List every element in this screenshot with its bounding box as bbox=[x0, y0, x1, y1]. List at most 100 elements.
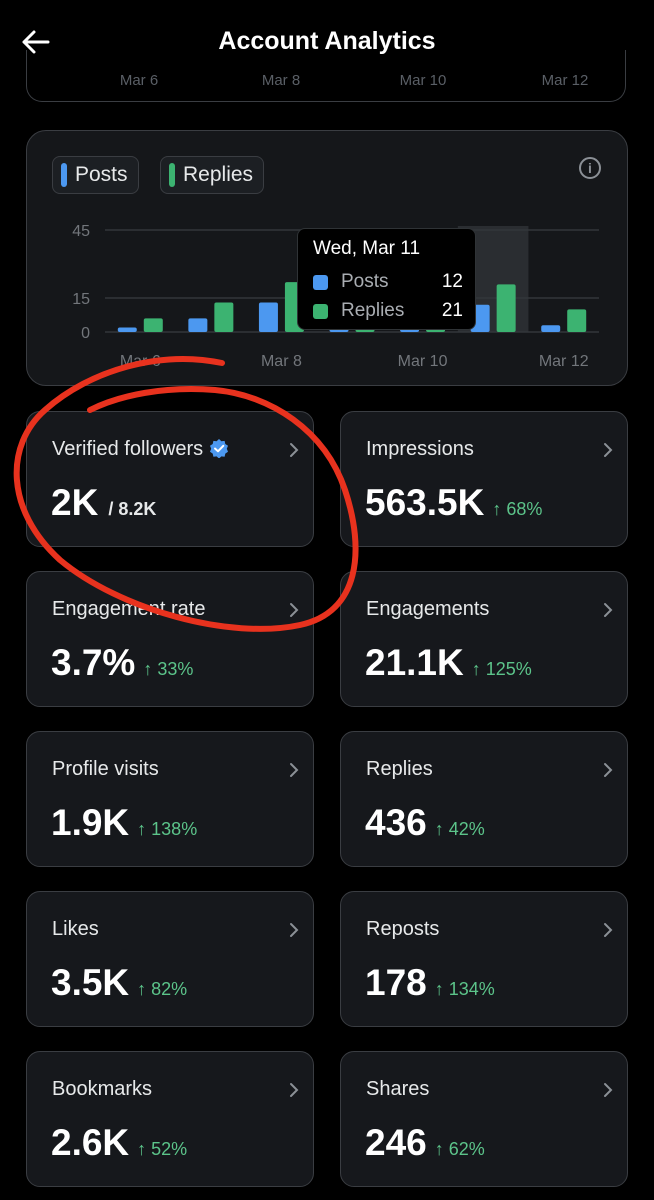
tooltip-title: Wed, Mar 11 bbox=[313, 238, 421, 259]
x-tick-label: Mar 6 bbox=[119, 72, 159, 89]
metric-label: Shares bbox=[366, 1078, 430, 1100]
metric-value: 178 bbox=[365, 962, 427, 1003]
previous-chart-card: Mar 6 Mar 8 Mar 10 Mar 12 bbox=[26, 50, 626, 102]
metric-value-row: 563.5K ↑ 68% bbox=[365, 482, 542, 524]
x-tick-label: Mar 10 bbox=[398, 353, 448, 370]
metric-value-row: 436 ↑ 42% bbox=[365, 802, 485, 844]
tooltip-value: 12 bbox=[441, 271, 463, 292]
chevron-right-icon bbox=[604, 603, 613, 617]
bar-replies bbox=[496, 284, 516, 332]
metric-value: 436 bbox=[365, 802, 427, 843]
bar-posts bbox=[188, 318, 208, 332]
metric-change: ↑ 125% bbox=[471, 659, 532, 679]
metric-label: Engagement rate bbox=[52, 598, 206, 620]
metric-change: ↑ 138% bbox=[137, 819, 198, 839]
metric-card-likes[interactable]: Likes 3.5K ↑ 82% bbox=[26, 891, 314, 1027]
metric-value-row: 178 ↑ 134% bbox=[365, 962, 495, 1004]
metric-value: 1.9K bbox=[51, 802, 130, 843]
metric-card-shares[interactable]: Shares 246 ↑ 62% bbox=[340, 1051, 628, 1187]
metric-label: Bookmarks bbox=[52, 1078, 153, 1100]
legend-chip-posts[interactable]: Posts bbox=[52, 156, 139, 194]
metric-total: / 8.2K bbox=[108, 499, 157, 519]
chevron-right-icon bbox=[604, 443, 613, 457]
metric-value-row: 3.5K ↑ 82% bbox=[51, 962, 187, 1004]
metric-card-profile-visits[interactable]: Profile visits 1.9K ↑ 138% bbox=[26, 731, 314, 867]
bar-replies bbox=[567, 309, 587, 332]
metric-label: Impressions bbox=[366, 438, 474, 460]
metric-value: 2K bbox=[51, 482, 99, 523]
x-tick-label: Mar 6 bbox=[120, 353, 161, 370]
page-title: Account Analytics bbox=[218, 27, 436, 55]
metric-value: 3.7% bbox=[51, 642, 136, 683]
tooltip-value: 21 bbox=[441, 300, 463, 321]
chevron-right-icon bbox=[290, 443, 299, 457]
tooltip-label: Posts bbox=[341, 271, 389, 292]
metric-value: 2.6K bbox=[51, 1122, 130, 1163]
verified-badge-icon bbox=[210, 439, 229, 458]
metric-value-row: 2.6K ↑ 52% bbox=[51, 1122, 187, 1164]
metric-label: Profile visits bbox=[52, 758, 159, 780]
metric-label: Verified followers bbox=[52, 438, 229, 461]
legend-label: Replies bbox=[183, 163, 254, 186]
chevron-right-icon bbox=[290, 763, 299, 777]
legend-swatch bbox=[169, 163, 175, 187]
tooltip-row-posts: Posts 12 bbox=[313, 269, 463, 295]
bar-posts bbox=[117, 327, 137, 332]
metric-label: Engagements bbox=[366, 598, 490, 620]
metric-value: 21.1K bbox=[365, 642, 464, 683]
metric-label: Likes bbox=[52, 918, 99, 940]
metric-card-replies[interactable]: Replies 436 ↑ 42% bbox=[340, 731, 628, 867]
tooltip-row-replies: Replies 21 bbox=[313, 298, 463, 324]
metric-value-row: 2K / 8.2K bbox=[51, 482, 156, 524]
legend-chip-replies[interactable]: Replies bbox=[160, 156, 265, 194]
metric-change: ↑ 52% bbox=[137, 1139, 188, 1159]
metric-change: ↑ 68% bbox=[492, 499, 543, 519]
chevron-right-icon bbox=[604, 763, 613, 777]
bar-replies bbox=[143, 318, 163, 332]
metric-card-engagements[interactable]: Engagements 21.1K ↑ 125% bbox=[340, 571, 628, 707]
tooltip-swatch bbox=[313, 275, 328, 290]
metric-label: Replies bbox=[366, 758, 433, 780]
metric-label-text: Verified followers bbox=[52, 438, 204, 460]
metric-change: ↑ 33% bbox=[143, 659, 194, 679]
info-icon[interactable]: i bbox=[579, 157, 601, 179]
tooltip-label: Replies bbox=[341, 300, 405, 321]
bar-replies bbox=[214, 302, 234, 332]
metric-value: 3.5K bbox=[51, 962, 130, 1003]
metric-card-reposts[interactable]: Reposts 178 ↑ 134% bbox=[340, 891, 628, 1027]
metric-card-impressions[interactable]: Impressions 563.5K ↑ 68% bbox=[340, 411, 628, 547]
chevron-right-icon bbox=[604, 923, 613, 937]
metric-card-verified-followers[interactable]: Verified followers 2K / 8.2K bbox=[26, 411, 314, 547]
y-tick-label: 15 bbox=[72, 291, 90, 308]
metric-value-row: 21.1K ↑ 125% bbox=[365, 642, 532, 684]
x-tick-label: Mar 12 bbox=[539, 353, 589, 370]
metric-change: ↑ 42% bbox=[434, 819, 485, 839]
metric-value-row: 246 ↑ 62% bbox=[365, 1122, 485, 1164]
x-tick-label: Mar 12 bbox=[541, 72, 589, 89]
metric-change: ↑ 134% bbox=[434, 979, 495, 999]
chevron-right-icon bbox=[604, 1083, 613, 1097]
bar-posts bbox=[258, 302, 278, 332]
metric-label: Reposts bbox=[366, 918, 440, 940]
chevron-right-icon bbox=[290, 923, 299, 937]
x-tick-label: Mar 8 bbox=[261, 72, 301, 89]
bar-posts bbox=[541, 325, 561, 332]
legend-swatch bbox=[61, 163, 67, 187]
metric-change: ↑ 62% bbox=[434, 1139, 485, 1159]
metric-value-row: 1.9K ↑ 138% bbox=[51, 802, 197, 844]
metric-card-engagement-rate[interactable]: Engagement rate 3.7% ↑ 33% bbox=[26, 571, 314, 707]
metric-value: 246 bbox=[365, 1122, 427, 1163]
metric-change: ↑ 82% bbox=[137, 979, 188, 999]
y-tick-label: 45 bbox=[72, 223, 90, 240]
chevron-right-icon bbox=[290, 603, 299, 617]
y-tick-label: 0 bbox=[81, 325, 90, 342]
tooltip-swatch bbox=[313, 304, 328, 319]
arrow-left-icon[interactable] bbox=[20, 28, 52, 56]
x-tick-label: Mar 10 bbox=[399, 72, 447, 89]
app-header: Account Analytics bbox=[0, 0, 654, 86]
metric-value: 563.5K bbox=[365, 482, 485, 523]
metric-card-bookmarks[interactable]: Bookmarks 2.6K ↑ 52% bbox=[26, 1051, 314, 1187]
metric-value-row: 3.7% ↑ 33% bbox=[51, 642, 193, 684]
x-tick-label: Mar 8 bbox=[261, 353, 302, 370]
chart-tooltip: Wed, Mar 11 Posts 12 Replies 21 bbox=[297, 228, 476, 330]
